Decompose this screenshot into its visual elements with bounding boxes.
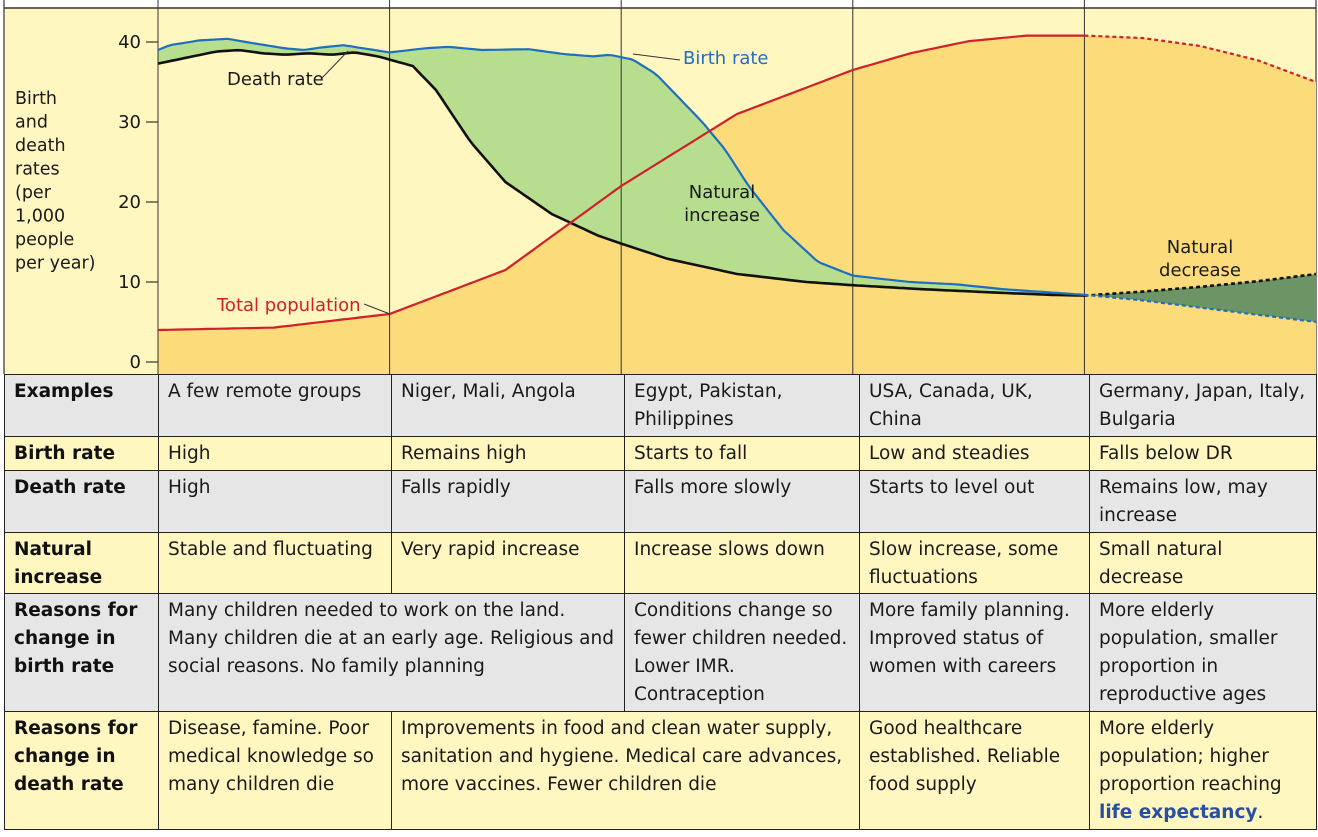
reasons-birth-row: Reasons for change in birth rate Many ch…	[4, 593, 1317, 712]
natural-increase-label-line2: increase	[684, 205, 760, 226]
row-header-reasons-birth: Reasons for change in birth rate	[4, 593, 159, 712]
y-axis-label-line-1: Birth	[15, 89, 57, 109]
axis-panel	[4, 8, 158, 374]
y-axis-label: Birth and death rates (per 1,000 people per yea…	[15, 89, 96, 274]
reasons-birth-stage-5: More elderly population, smaller proport…	[1089, 593, 1317, 712]
birth-rate-leader	[632, 53, 681, 61]
reasons-death-stage-5-end: .	[1257, 802, 1264, 823]
death-rate-stage-2: Falls rapidly	[391, 470, 625, 533]
death-rate-stage-4: Starts to level out	[859, 470, 1090, 533]
natural-decrease-label-line1: Natural	[1167, 237, 1233, 258]
y-axis-label-line-7: people	[15, 230, 74, 250]
natural-decrease-area	[1084, 274, 1316, 322]
row-header-death-rate: Death rate	[4, 470, 159, 533]
natural-increase-row: Natural increase Stable and fluctuating …	[4, 532, 1317, 594]
y-tick-label-20: 20	[118, 192, 141, 213]
y-axis-label-line-4: rates	[15, 160, 60, 180]
y-axis-label-line-6: 1,000	[15, 207, 65, 227]
demographic-transition-chart: 0 10 20 30 40 Birth and death rates (per 1,000 peo…	[0, 0, 1318, 374]
death-rate-label: Death rate	[227, 69, 324, 90]
stages-table: Examples A few remote groups Niger, Mali…	[4, 374, 1317, 830]
birth-rate-stage-2: Remains high	[391, 436, 625, 471]
birth-rate-line	[157, 37, 1085, 296]
natural-increase-label-line1: Natural	[689, 182, 755, 203]
y-axis-label-line-2: and	[15, 113, 48, 133]
reasons-death-stage-5: More elderly population; higher proporti…	[1089, 711, 1317, 830]
row-header-natural-increase: Natural increase	[4, 532, 159, 594]
y-axis: 0 10 20 30 40	[118, 32, 158, 373]
birth-rate-label: Birth rate	[683, 48, 769, 69]
natural-increase-stage-4: Slow increase, some fluctuations	[859, 532, 1090, 594]
death-rate-projection-line	[1084, 272, 1317, 297]
birth-rate-stage-3: Starts to fall	[624, 436, 860, 471]
natural-increase-stage-1: Stable and fluctuating	[158, 532, 392, 594]
death-rate-line	[157, 48, 1085, 297]
reasons-death-row: Reasons for change in death rate Disease…	[4, 711, 1317, 830]
total-population-leader	[363, 303, 391, 315]
y-axis-label-line-8: per year)	[15, 254, 96, 274]
reasons-birth-stages-1-2: Many children needed to work on the land…	[158, 593, 625, 712]
birth-rate-stage-5: Falls below DR	[1089, 436, 1317, 471]
death-rate-row: Death rate High Falls rapidly Falls more…	[4, 470, 1317, 533]
y-tick-label-10: 10	[118, 272, 141, 293]
reasons-death-stages-2-3: Improvements in food and clean water sup…	[391, 711, 860, 830]
row-header-reasons-death: Reasons for change in death rate	[4, 711, 159, 830]
life-expectancy-term: life expectancy	[1099, 802, 1258, 823]
examples-stage-2: Niger, Mali, Angola	[391, 374, 625, 437]
death-rate-stage-5: Remains low, may increase	[1089, 470, 1317, 533]
examples-stage-5: Germany, Japan, Italy, Bulgaria	[1089, 374, 1317, 437]
reasons-death-stage-1: Disease, famine. Poor medical knowledge …	[158, 711, 392, 830]
birth-rate-stage-4: Low and steadies	[859, 436, 1090, 471]
natural-decrease-label-line2: decrease	[1159, 260, 1241, 281]
reasons-death-stage-4: Good healthcare established. Reliable fo…	[859, 711, 1090, 830]
stage-dividers	[389, 0, 1085, 374]
reasons-birth-stage-4: More family planning. Improved status of…	[859, 593, 1090, 712]
death-rate-leader	[320, 50, 349, 80]
death-rate-stage-1: High	[158, 470, 392, 533]
total-population-label: Total population	[216, 295, 361, 316]
birth-rate-stage-1: High	[158, 436, 392, 471]
reasons-death-stage-5-text: More elderly population; higher proporti…	[1099, 718, 1282, 795]
y-axis-label-line-3: death	[15, 136, 66, 156]
reasons-birth-stage-3: Conditions change so fewer children need…	[624, 593, 860, 712]
y-tick-label-40: 40	[118, 32, 141, 53]
natural-increase-stage-2: Very rapid increase	[391, 532, 625, 594]
y-tick-label-0: 0	[130, 352, 141, 373]
row-header-birth-rate: Birth rate	[4, 436, 159, 471]
examples-row: Examples A few remote groups Niger, Mali…	[4, 374, 1317, 437]
examples-stage-4: USA, Canada, UK, China	[859, 374, 1090, 437]
death-rate-stage-3: Falls more slowly	[624, 470, 860, 533]
birth-rate-row: Birth rate High Remains high Starts to f…	[4, 436, 1317, 471]
total-population-line	[157, 34, 1085, 332]
examples-stage-3: Egypt, Pakistan, Philippines	[624, 374, 860, 437]
y-axis-label-line-5: (per	[15, 183, 52, 203]
y-tick-label-30: 30	[118, 112, 141, 133]
natural-increase-stage-5: Small natural decrease	[1089, 532, 1317, 594]
examples-stage-1: A few remote groups	[158, 374, 392, 437]
row-header-examples: Examples	[4, 374, 159, 437]
total-population-projection-line	[1084, 34, 1317, 84]
natural-increase-stage-3: Increase slows down	[624, 532, 860, 594]
birth-rate-projection-line	[1084, 293, 1317, 324]
